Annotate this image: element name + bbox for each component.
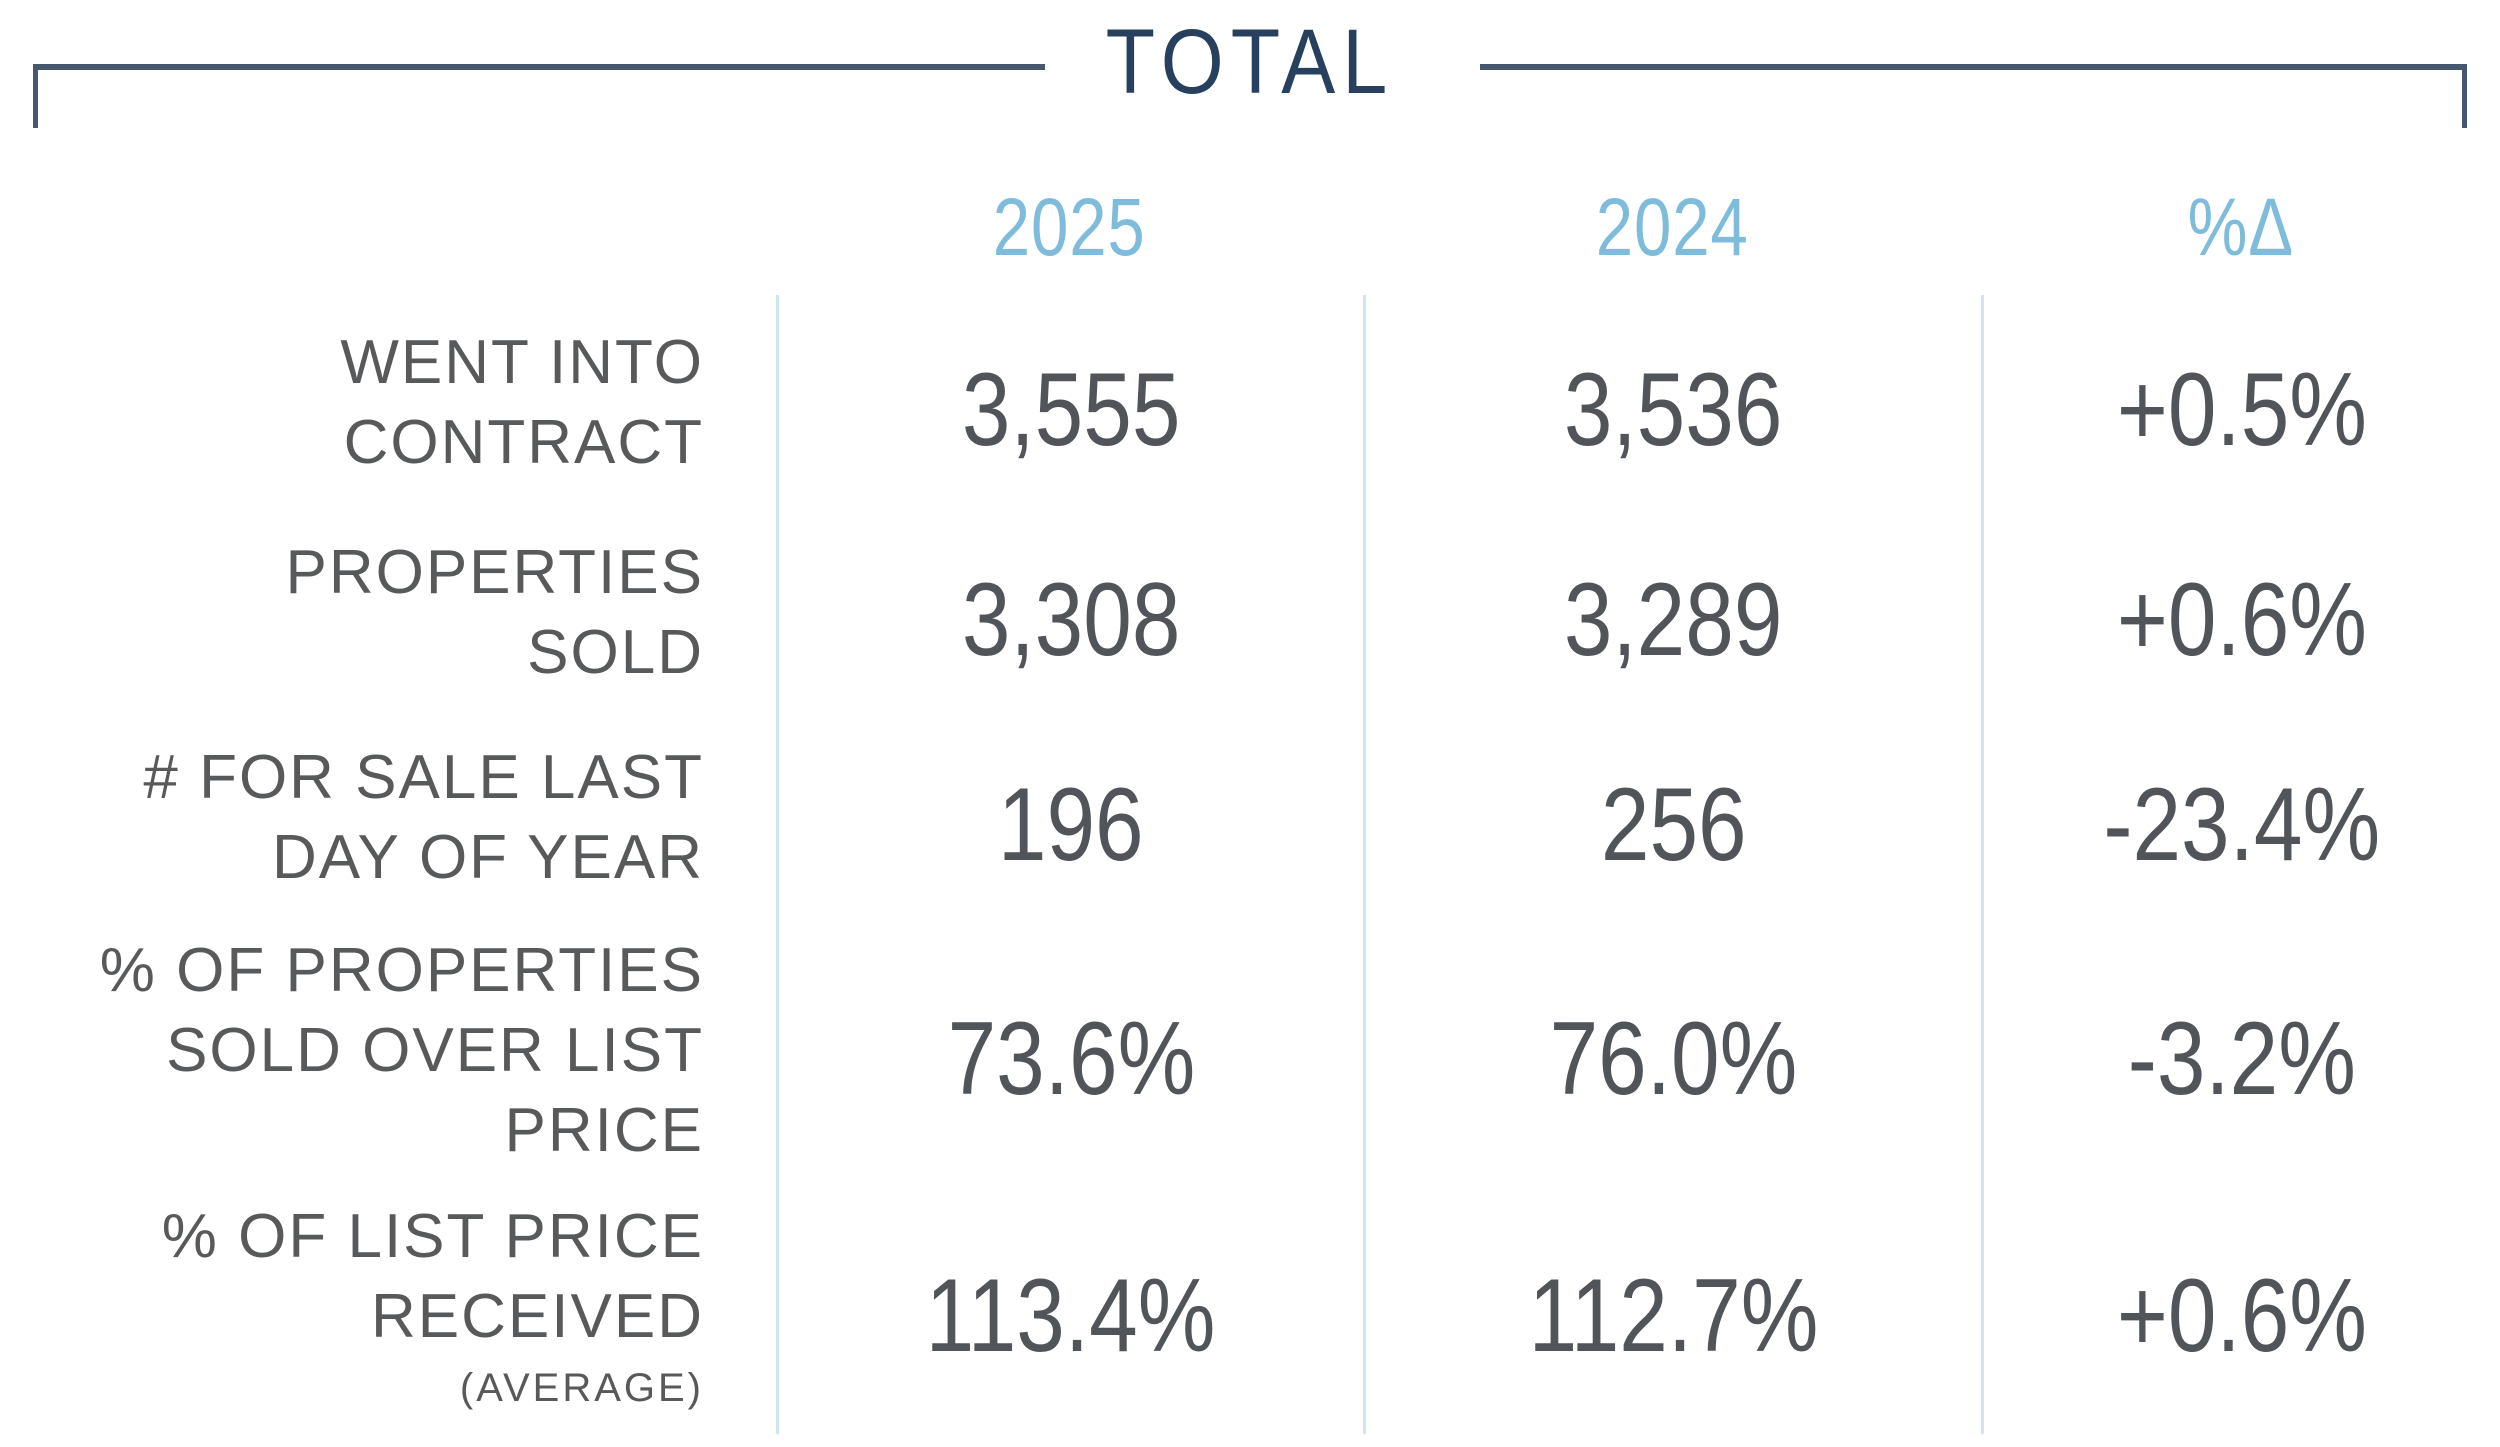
value-went-into-contract-2024: 3,536 [1363,295,1981,510]
row-label-for-sale-last-day: # FOR SALE LAST DAY OF YEAR [0,715,776,920]
row-label-pct-sold-over-list: % OF PROPERTIES SOLD OVER LIST PRICE [0,920,776,1182]
value-properties-sold-2025: 3,308 [776,510,1363,715]
row-label-line: DAY OF YEAR [271,822,704,892]
value-went-into-contract-delta: +0.5% [1981,295,2500,510]
value-pct-list-price-received-2025: 113.4% [776,1182,1363,1434]
row-label-properties-sold: PROPERTIES SOLD [0,510,776,715]
value-for-sale-last-day-2025: 196 [776,715,1363,920]
value-properties-sold-2024: 3,289 [1363,510,1981,715]
row-label-note: (AVERAGE) [459,1366,704,1410]
column-header-2024: 2024 [1363,160,1981,295]
row-label-line: % OF LIST PRICE [161,1202,704,1271]
stats-table: 2025 2024 %Δ WENT INTO CONTRACT 3,555 3,… [0,160,2500,1434]
value-text: 256 [1600,767,1747,883]
value-went-into-contract-2025: 3,555 [776,295,1363,510]
value-text: 112.7% [1528,1257,1819,1374]
value-text: 76.0% [1549,1000,1798,1117]
value-text: +0.6% [2116,562,2368,678]
value-pct-sold-over-list-2024: 76.0% [1363,920,1981,1182]
row-label-line: % OF PROPERTIES [99,936,704,1005]
row-label-line: WENT INTO [340,327,704,397]
column-header-2025-label: 2025 [993,181,1146,273]
column-header-pct-delta: %Δ [1981,160,2500,295]
bracket-line-right [1480,64,2467,128]
column-header-2025: 2025 [776,160,1363,295]
value-text: 196 [998,767,1144,883]
header-spacer [0,160,776,295]
value-pct-list-price-received-delta: +0.6% [1981,1182,2500,1434]
row-label-line: SOLD [527,617,704,687]
column-header-2024-label: 2024 [1595,181,1749,273]
value-text: -3.2% [2127,1000,2357,1117]
row-label-line: PRICE [504,1096,704,1165]
value-for-sale-last-day-delta: -23.4% [1981,715,2500,920]
value-pct-sold-over-list-delta: -3.2% [1981,920,2500,1182]
page-title: TOTAL [0,16,2500,108]
row-label-went-into-contract: WENT INTO CONTRACT [0,295,776,510]
value-text: +0.6% [2116,1257,2368,1374]
value-text: +0.5% [2116,352,2368,468]
column-header-pct-delta-label: %Δ [2187,181,2294,273]
row-label-line: RECEIVED [371,1282,704,1351]
row-label-line: SOLD OVER LIST [166,1016,704,1085]
row-label-line: # FOR SALE LAST [143,742,704,812]
row-label-line: PROPERTIES [285,537,704,607]
value-text: -23.4% [2103,767,2381,883]
value-properties-sold-delta: +0.6% [1981,510,2500,715]
value-text: 3,555 [961,352,1181,468]
value-text: 113.4% [926,1257,1216,1374]
bracket-line-left [33,64,1045,128]
value-for-sale-last-day-2024: 256 [1363,715,1981,920]
value-text: 73.6% [947,1000,1195,1117]
row-label-pct-list-price-received: % OF LIST PRICE RECEIVED (AVERAGE) [0,1182,776,1434]
row-label-line: CONTRACT [343,407,704,477]
value-text: 3,289 [1564,562,1783,678]
value-pct-list-price-received-2024: 112.7% [1363,1182,1981,1434]
value-pct-sold-over-list-2025: 73.6% [776,920,1363,1182]
page-title-text: TOTAL [1105,11,1395,113]
value-text: 3,308 [961,562,1181,678]
value-text: 3,536 [1564,352,1783,468]
